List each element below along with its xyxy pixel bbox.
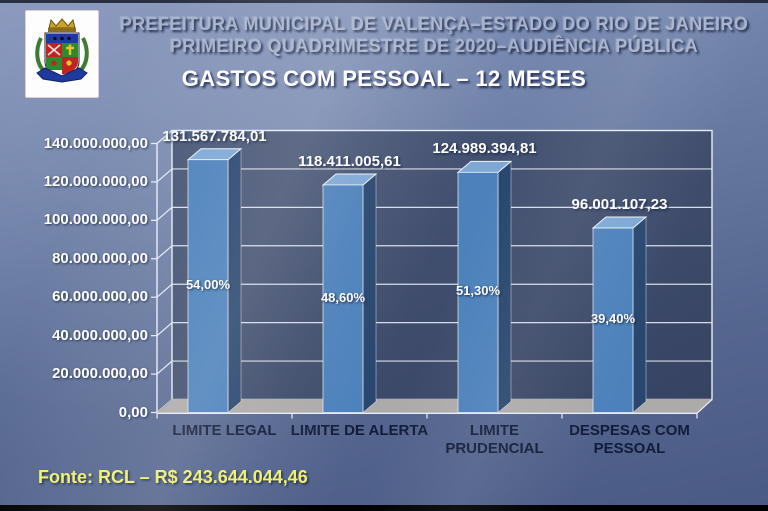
y-axis-label: 60.000.000,00	[52, 288, 148, 306]
source-note: Fonte: RCL – R$ 243.644.044,46	[38, 467, 308, 487]
y-axis-label: 40.000.000,00	[52, 326, 148, 344]
category-label: LIMITE LEGAL	[172, 422, 277, 439]
coat-of-arms-icon	[35, 18, 89, 83]
y-axis-label: 0,00	[118, 403, 148, 421]
y-axis-label: 100.000.000,00	[43, 211, 148, 229]
y-axis-label: 140.000.000,00	[43, 134, 148, 152]
bar-value-label: 124.989.394,81	[432, 140, 537, 158]
bar-value-label: 118.411.005,61	[298, 152, 401, 170]
bar-value-label: 96.001.107,23	[571, 196, 668, 214]
chart-title: GASTOS COM PESSOAL – 12 MESES	[181, 66, 587, 91]
y-axis-label: 20.000.000,00	[52, 365, 148, 383]
municipal-coat-of-arms	[25, 10, 99, 98]
top-edge-line	[0, 0, 768, 3]
y-axis-label: 120.000.000,00	[43, 172, 148, 190]
bar-percent-label: 54,00%	[185, 277, 231, 293]
category-label: LIMITE DE ALERTA	[290, 422, 429, 439]
category-label: LIMITE PRUDENCIAL	[445, 422, 544, 457]
bar-percent-label: 48,60%	[320, 289, 366, 305]
y-axis-label: 80.000.000,00	[52, 249, 148, 267]
category-label: DESPESAS COM PESSOAL	[569, 422, 690, 457]
bar-percent-label: 39,40%	[590, 311, 636, 327]
bar-percent-label: 51,30%	[455, 283, 501, 299]
bar-value-label: 131.567.784,01	[162, 127, 267, 145]
header-line-1: PREFEITURA MUNICIPAL DE VALENÇA–ESTADO D…	[119, 14, 749, 34]
slide-header: PREFEITURA MUNICIPAL DE VALENÇA–ESTADO D…	[108, 13, 760, 57]
bottom-edge-bar	[0, 505, 768, 511]
header-line-2: PRIMEIRO QUADRIMESTRE DE 2020–AUDIÊNCIA …	[169, 36, 699, 56]
